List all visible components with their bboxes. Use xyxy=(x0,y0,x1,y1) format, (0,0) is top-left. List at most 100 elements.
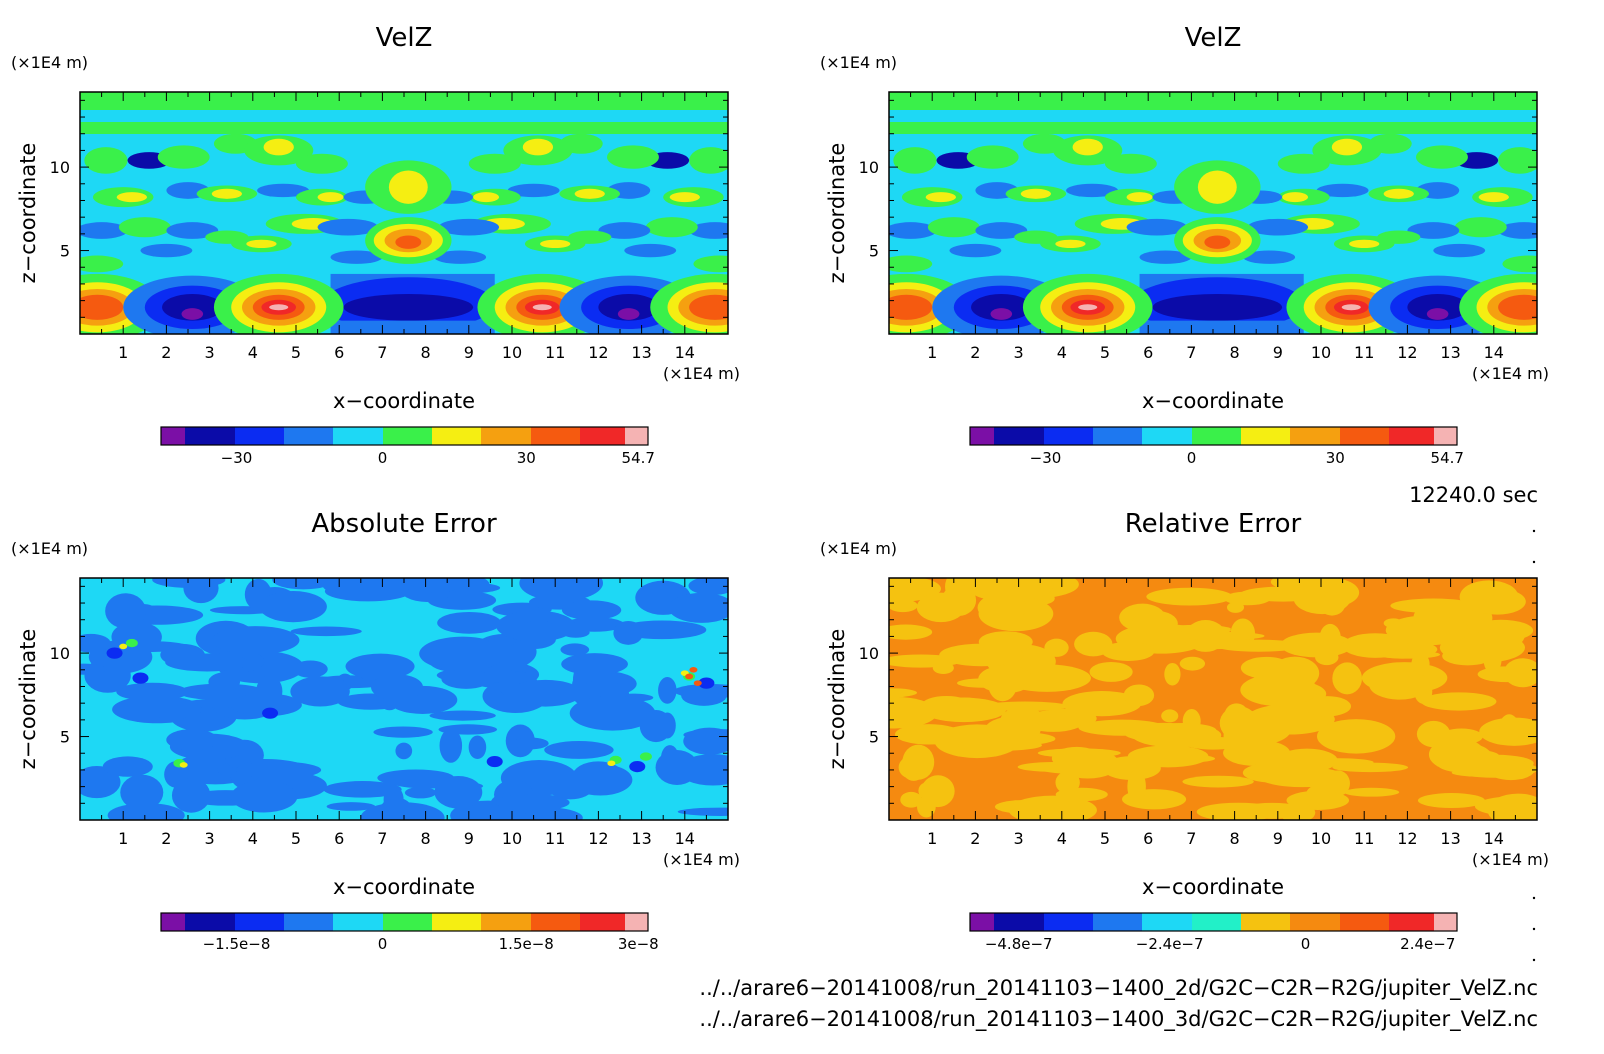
colorbar-label: 30 xyxy=(1326,449,1345,467)
x-tick-label: 11 xyxy=(1354,829,1374,848)
colorbar-swatch xyxy=(481,913,531,931)
colorbar-label: 30 xyxy=(517,449,536,467)
x-tick-label: 8 xyxy=(1230,343,1240,362)
colorbar-swatch xyxy=(1093,913,1142,931)
panel-title: VelZ xyxy=(376,23,433,53)
colorbar-swatch xyxy=(1290,913,1340,931)
x-tick-label: 10 xyxy=(502,343,522,362)
y-tick-label: 5 xyxy=(869,728,879,747)
y-unit-label: (×1E4 m) xyxy=(820,53,897,72)
colorbar-label: −30 xyxy=(1030,449,1062,467)
colorbar-swatch xyxy=(432,427,481,445)
panel-title: Relative Error xyxy=(1125,509,1302,539)
colorbar-swatch xyxy=(580,427,625,445)
x-tick-label: 11 xyxy=(545,343,565,362)
x-tick-label: 14 xyxy=(675,343,695,362)
x-tick-label: 13 xyxy=(631,829,651,848)
x-tick-label: 13 xyxy=(1440,829,1460,848)
colorbar-label: 0 xyxy=(378,449,388,467)
colorbar-label: 54.7 xyxy=(1431,449,1464,467)
x-tick-label: 10 xyxy=(1311,343,1331,362)
x-tick-label: 10 xyxy=(502,829,522,848)
colorbar-swatch xyxy=(284,913,333,931)
x-tick-label: 4 xyxy=(248,343,258,362)
colorbar-label: −2.4e−7 xyxy=(1136,935,1204,953)
x-tick-label: 4 xyxy=(1057,343,1067,362)
panel-title: Absolute Error xyxy=(311,509,497,539)
heatmap-field xyxy=(80,92,728,334)
y-tick-label: 5 xyxy=(60,728,70,747)
x-tick-label: 6 xyxy=(334,829,344,848)
x-tick-label: 3 xyxy=(205,343,215,362)
time-label: 12240.0 sec xyxy=(1409,483,1538,507)
colorbar-swatch xyxy=(531,913,580,931)
x-tick-label: 14 xyxy=(675,829,695,848)
colorbar-swatch xyxy=(284,427,333,445)
x-tick-label: 4 xyxy=(248,829,258,848)
colorbar-label: 54.7 xyxy=(622,449,655,467)
colorbar-label: 0 xyxy=(1301,935,1311,953)
x-tick-label: 3 xyxy=(205,829,215,848)
y-tick-label: 10 xyxy=(859,644,879,663)
colorbar-swatch xyxy=(994,913,1044,931)
colorbar-swatch xyxy=(625,427,648,445)
x-tick-label: 14 xyxy=(1484,343,1504,362)
colorbar-swatch xyxy=(1093,427,1142,445)
colorbar-swatch xyxy=(1290,427,1340,445)
colorbar-swatch xyxy=(1241,913,1290,931)
x-axis-label: x−coordinate xyxy=(333,389,475,413)
x-tick-label: 1 xyxy=(927,343,937,362)
x-tick-label: 2 xyxy=(970,343,980,362)
colorbar-label: −30 xyxy=(221,449,253,467)
colorbar-label: −1.5e−8 xyxy=(203,935,271,953)
x-tick-label: 11 xyxy=(1354,343,1374,362)
colorbar-swatch xyxy=(432,913,481,931)
y-unit-label: (×1E4 m) xyxy=(11,53,88,72)
x-tick-label: 9 xyxy=(464,343,474,362)
x-unit-label: (×1E4 m) xyxy=(1472,850,1549,869)
x-tick-label: 3 xyxy=(1014,343,1024,362)
y-tick-label: 5 xyxy=(60,242,70,261)
colorbar-swatch xyxy=(1192,427,1241,445)
panel-title: VelZ xyxy=(1185,23,1242,53)
x-axis-label: x−coordinate xyxy=(1142,389,1284,413)
colorbar-swatch xyxy=(1434,427,1457,445)
x-tick-label: 8 xyxy=(1230,829,1240,848)
x-tick-label: 5 xyxy=(1100,829,1110,848)
x-tick-label: 5 xyxy=(291,343,301,362)
colorbar-swatch xyxy=(383,427,432,445)
colorbar-swatch xyxy=(531,427,580,445)
x-tick-label: 9 xyxy=(1273,343,1283,362)
x-tick-label: 7 xyxy=(377,343,387,362)
x-tick-label: 4 xyxy=(1057,829,1067,848)
colorbar-swatch xyxy=(1044,427,1093,445)
x-tick-label: 9 xyxy=(1273,829,1283,848)
x-tick-label: 1 xyxy=(118,343,128,362)
x-tick-label: 12 xyxy=(588,343,608,362)
x-tick-label: 12 xyxy=(1397,343,1417,362)
colorbar-label: −4.8e−7 xyxy=(985,935,1053,953)
colorbar-swatch xyxy=(235,913,284,931)
x-tick-label: 6 xyxy=(1143,829,1153,848)
x-tick-label: 6 xyxy=(334,343,344,362)
x-tick-label: 9 xyxy=(464,829,474,848)
x-unit-label: (×1E4 m) xyxy=(663,850,740,869)
x-tick-label: 10 xyxy=(1311,829,1331,848)
x-tick-label: 2 xyxy=(161,829,171,848)
colorbar-swatch xyxy=(161,427,185,445)
colorbar-label: 0 xyxy=(1187,449,1197,467)
colorbar-swatch xyxy=(1434,913,1457,931)
x-tick-label: 13 xyxy=(631,343,651,362)
y-tick-label: 10 xyxy=(50,644,70,663)
colorbar-swatch xyxy=(333,913,383,931)
colorbar-swatch xyxy=(161,913,185,931)
y-unit-label: (×1E4 m) xyxy=(820,539,897,558)
x-tick-label: 3 xyxy=(1014,829,1024,848)
y-axis-label: z−coordinate xyxy=(825,143,849,284)
x-axis-label: x−coordinate xyxy=(333,875,475,899)
colorbar-swatch xyxy=(625,913,648,931)
x-tick-label: 7 xyxy=(1186,829,1196,848)
y-tick-label: 5 xyxy=(869,242,879,261)
colorbar-swatch xyxy=(185,427,235,445)
